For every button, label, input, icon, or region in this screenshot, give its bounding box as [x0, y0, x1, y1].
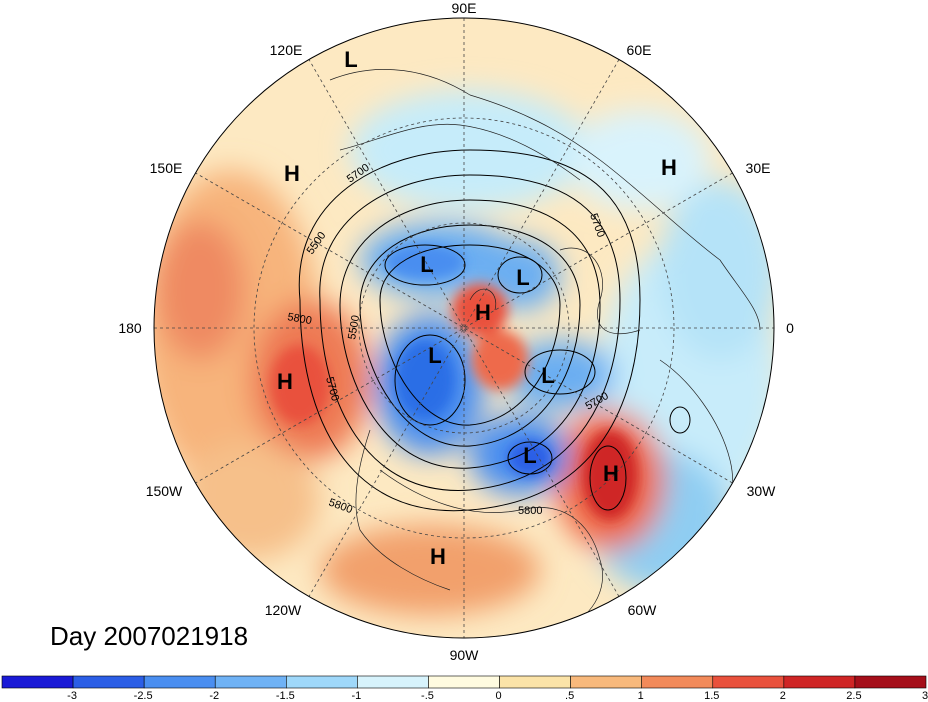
colorbar-tick-label: -1	[351, 690, 361, 702]
colorbar-tick-label: -2.5	[134, 690, 153, 702]
colorbar-swatch	[712, 675, 785, 689]
pressure-center: H	[603, 461, 619, 486]
colorbar-swatch	[499, 675, 571, 689]
lon-label-30e: 30E	[746, 160, 771, 176]
colorbar-swatch	[286, 675, 358, 689]
pressure-center: L	[523, 443, 536, 468]
lon-label-0: 0	[786, 320, 794, 336]
colorbar-swatch	[570, 675, 642, 689]
lon-label-90w: 90W	[450, 647, 480, 663]
pressure-center: L	[428, 343, 441, 368]
colorbar-swatch	[357, 675, 429, 689]
pressure-center: H	[284, 161, 300, 186]
colorbar: -3 -2.5 -2 -1.5 -1 -.5 0 .5 1 1.5 2 2.5 3	[1, 675, 928, 702]
coastlines	[329, 69, 761, 631]
colorbar-swatch	[641, 675, 714, 689]
pressure-center: H	[430, 544, 446, 569]
lon-label-120e: 120E	[270, 42, 303, 58]
colorbar-tick-label: -1.5	[276, 690, 295, 702]
lon-label-150w: 150W	[146, 483, 183, 499]
lon-label-90e: 90E	[452, 0, 477, 16]
lon-label-60e: 60E	[627, 42, 652, 58]
pressure-center: H	[277, 369, 293, 394]
lon-label-60w: 60W	[628, 602, 658, 618]
contour-label: 5800	[286, 311, 312, 327]
pressure-center: H	[661, 155, 677, 180]
pressure-centers: L H H L L H H L L L H H	[277, 47, 677, 569]
colorbar-tick-label: 3	[922, 690, 928, 702]
pressure-center: L	[420, 252, 433, 277]
pressure-center: L	[344, 47, 357, 72]
colorbar-tick-label: 2	[780, 690, 786, 702]
colorbar-swatch	[214, 675, 287, 689]
colorbar-tick-label: 2.5	[846, 690, 861, 702]
contour-label: 5800	[518, 505, 542, 517]
lon-label-150e: 150E	[150, 160, 183, 176]
colorbar-tick-label: .5	[565, 690, 574, 702]
colorbar-tick-label: -2	[209, 690, 219, 702]
colorbar-tick-label: -.5	[421, 690, 434, 702]
graticule	[154, 18, 774, 638]
lon-label-180: 180	[118, 320, 142, 336]
longitude-labels: 90E 60E 30E 0 30W 60W 90W 120W 150W 180 …	[118, 0, 794, 663]
colorbar-tick-label: -3	[67, 690, 77, 702]
colorbar-swatch	[428, 675, 500, 689]
colorbar-swatch	[143, 675, 216, 689]
map-border	[153, 17, 775, 639]
colorbar-swatch	[72, 675, 145, 689]
colorbar-tick-label: 0	[495, 690, 501, 702]
anomaly-field	[154, 18, 774, 638]
day-title: Day 2007021918	[50, 621, 248, 651]
lon-label-30w: 30W	[747, 483, 777, 499]
colorbar-swatch	[854, 675, 927, 689]
colorbar-tick-label: 1	[638, 690, 644, 702]
colorbar-tick-label: 1.5	[704, 690, 719, 702]
colorbar-swatch	[783, 675, 856, 689]
colorbar-swatch	[1, 675, 74, 689]
pressure-center: H	[475, 300, 491, 325]
pressure-center: L	[516, 265, 529, 290]
contour-label: 5500	[346, 314, 362, 340]
pressure-center: L	[541, 363, 554, 388]
lon-label-120w: 120W	[265, 602, 302, 618]
